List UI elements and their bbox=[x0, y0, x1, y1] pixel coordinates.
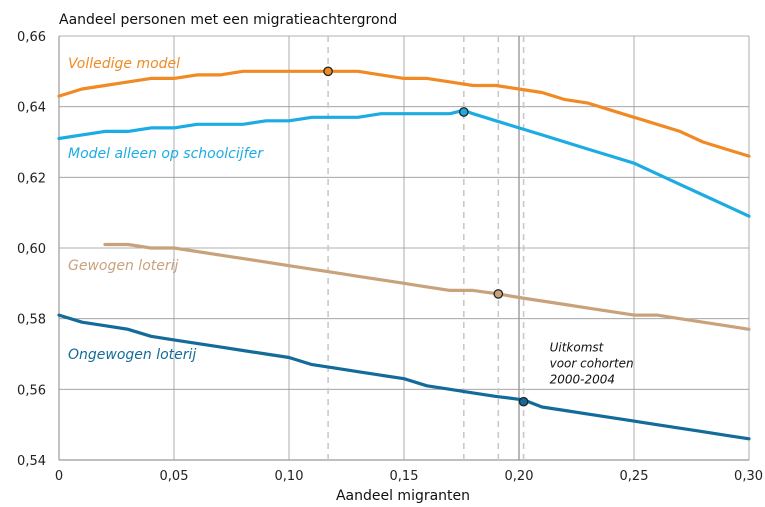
y-tick-label: 0,60 bbox=[17, 242, 46, 257]
series-group bbox=[57, 69, 751, 441]
annotations: Uitkomst voor cohorten 2000-2004 bbox=[550, 341, 634, 387]
series-line-2 bbox=[103, 242, 751, 331]
y-tick-label: 0,56 bbox=[17, 383, 46, 398]
series-marker-3 bbox=[518, 396, 529, 407]
annotation-line: Uitkomst bbox=[550, 341, 605, 355]
markers-group bbox=[323, 66, 529, 407]
y-tick-label: 0,66 bbox=[17, 30, 46, 45]
x-tick-label: 0 bbox=[55, 469, 63, 484]
y-tick-label: 0,64 bbox=[17, 101, 46, 116]
series-label-0: Volledige model bbox=[68, 56, 180, 72]
series-line-1 bbox=[57, 108, 751, 218]
series-line-0 bbox=[57, 69, 751, 158]
x-tick-label: 0,15 bbox=[390, 469, 419, 484]
x-tick-label: 0,25 bbox=[620, 469, 649, 484]
series-marker-2 bbox=[493, 289, 504, 299]
series-label-3: Ongewogen loterij bbox=[68, 347, 196, 363]
y-tick-label: 0,62 bbox=[17, 171, 46, 186]
x-tick-label: 0,05 bbox=[160, 469, 189, 484]
reference-lines bbox=[327, 36, 525, 460]
series-label-1: Model alleen op schoolcijfer bbox=[68, 146, 264, 162]
series-label-2: Gewogen loterij bbox=[68, 258, 179, 274]
annotation-line: voor cohorten bbox=[550, 357, 634, 371]
series-marker-1 bbox=[458, 107, 469, 117]
ticks: 0,54 0,56 0,58 0,60 0,62 0,64 0,66 0 0,05 0,10 0,1… bbox=[17, 30, 763, 484]
series-line-3 bbox=[57, 313, 751, 441]
chart-title: Aandeel personen met een migratieachterg… bbox=[59, 12, 397, 28]
series-marker-0 bbox=[323, 66, 333, 77]
y-tick-label: 0,58 bbox=[17, 313, 46, 328]
series-labels: Volledige model Model alleen op schoolcij… bbox=[68, 56, 264, 363]
x-tick-label: 0,10 bbox=[275, 469, 304, 484]
x-tick-label: 0,20 bbox=[505, 469, 534, 484]
annotation-line: 2000-2004 bbox=[550, 373, 615, 387]
x-axis-title: Aandeel migranten bbox=[336, 488, 470, 504]
y-tick-label: 0,54 bbox=[17, 454, 46, 469]
x-tick-label: 0,30 bbox=[734, 469, 763, 484]
